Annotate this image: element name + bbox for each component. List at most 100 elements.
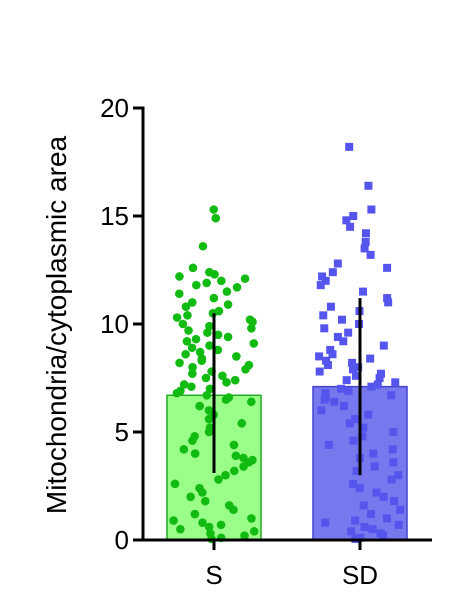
data-point-s (179, 444, 189, 454)
data-point-s (216, 520, 226, 530)
plot-area: S SD 0 5 10 15 20 (100, 93, 432, 590)
data-point-s (205, 341, 214, 350)
data-point-s (240, 274, 250, 283)
data-point-s (198, 518, 207, 528)
data-point-sd (323, 361, 332, 370)
data-point-sd (361, 229, 370, 238)
data-point-sd (349, 212, 358, 220)
data-point-sd (391, 378, 400, 387)
data-point-sd (320, 324, 329, 333)
data-point-s (172, 388, 182, 398)
data-point-sd (349, 479, 358, 488)
data-point-sd (339, 337, 348, 346)
data-point-s (202, 278, 211, 288)
data-point-s (230, 375, 240, 385)
data-point-s (217, 276, 226, 286)
data-point-sd (328, 268, 337, 277)
data-point-sd (326, 302, 335, 311)
data-point-s (203, 328, 212, 337)
data-point-sd (345, 142, 354, 151)
data-point-s (248, 317, 257, 327)
data-point-sd (345, 419, 354, 428)
data-point-sd (394, 471, 403, 480)
data-point-sd (364, 181, 373, 190)
data-point-sd (367, 382, 376, 391)
data-point-s (205, 384, 215, 394)
data-point-s (229, 466, 239, 476)
data-point-sd (375, 374, 384, 382)
data-point-s (174, 289, 184, 299)
data-point-sd (344, 386, 353, 395)
data-point-s (221, 470, 230, 480)
data-point-s (190, 449, 200, 458)
data-point-s (213, 345, 223, 355)
data-point-sd (322, 356, 331, 365)
data-point-sd (359, 287, 368, 296)
data-point-s (222, 378, 231, 387)
data-point-s (184, 326, 193, 335)
data-point-sd (367, 510, 376, 519)
data-point-s (175, 358, 184, 368)
data-point-s (198, 488, 207, 497)
data-point-sd (344, 328, 353, 337)
data-point-sd (379, 531, 388, 540)
data-point-sd (387, 475, 396, 484)
data-point-s (198, 241, 208, 251)
data-point-s (232, 282, 242, 292)
data-point-s (188, 369, 197, 378)
data-point-s (176, 524, 185, 534)
data-point-s (209, 205, 219, 214)
data-point-sd (377, 369, 386, 378)
data-point-s (191, 334, 201, 344)
data-point-s (204, 522, 214, 532)
data-point-sd (387, 391, 396, 400)
data-point-sd (358, 432, 367, 441)
data-point-sd (352, 466, 361, 475)
data-point-sd (317, 406, 326, 415)
data-point-sd (364, 410, 373, 419)
data-point-s (209, 293, 219, 303)
data-point-s (223, 300, 233, 309)
data-point-sd (389, 428, 398, 436)
y-axis-title: Mitochondria/cytoplasmic area (41, 135, 72, 514)
data-point-sd (337, 315, 346, 324)
data-point-s (247, 324, 256, 333)
data-point-sd (372, 488, 381, 497)
data-point-sd (360, 523, 369, 532)
data-point-s (188, 436, 197, 445)
data-point-s (195, 401, 204, 411)
data-point-sd (388, 445, 397, 454)
data-point-sd (351, 415, 360, 424)
data-point-sd (356, 533, 365, 542)
data-point-s (239, 462, 248, 471)
data-point-s (190, 509, 200, 519)
data-point-s (187, 382, 196, 391)
data-point-s (222, 287, 232, 296)
data-point-s (237, 419, 247, 428)
data-point-sd (352, 371, 361, 380)
data-point-sd (336, 384, 345, 393)
data-point-sd (370, 462, 379, 471)
data-point-sd (355, 484, 364, 493)
y-tick-label: 0 (115, 525, 129, 555)
data-point-sd (342, 216, 351, 225)
data-point-sd (321, 276, 330, 285)
data-point-s (218, 371, 227, 381)
data-point-s (205, 321, 214, 331)
data-point-s (249, 527, 259, 536)
data-point-sd (321, 518, 330, 527)
data-point-s (179, 380, 189, 389)
data-point-sd (321, 389, 330, 398)
data-point-s (231, 451, 241, 461)
data-point-sd (396, 505, 405, 514)
data-point-s (197, 356, 207, 366)
data-point-s (169, 516, 178, 525)
data-point-sd (383, 514, 392, 523)
data-point-sd (346, 222, 355, 231)
data-point-sd (342, 376, 351, 385)
data-point-s (214, 475, 223, 484)
data-point-s (232, 352, 241, 361)
data-point-s (170, 479, 180, 489)
data-point-s (188, 263, 198, 273)
data-point-s (181, 302, 191, 312)
